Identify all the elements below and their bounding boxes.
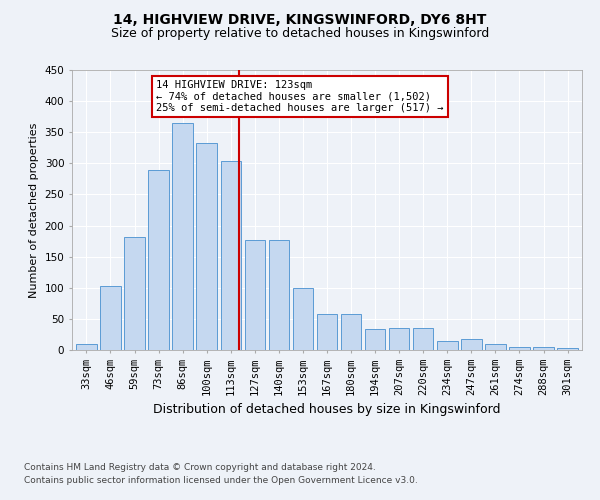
Bar <box>437 340 458 350</box>
Text: Contains HM Land Registry data © Crown copyright and database right 2024.: Contains HM Land Registry data © Crown c… <box>24 464 376 472</box>
Bar <box>389 328 409 350</box>
Bar <box>461 340 482 350</box>
Bar <box>365 330 385 350</box>
Text: Contains public sector information licensed under the Open Government Licence v3: Contains public sector information licen… <box>24 476 418 485</box>
Bar <box>341 314 361 350</box>
Bar <box>221 162 241 350</box>
Bar <box>245 240 265 350</box>
Bar <box>148 170 169 350</box>
Text: Size of property relative to detached houses in Kingswinford: Size of property relative to detached ho… <box>111 28 489 40</box>
Bar <box>269 240 289 350</box>
Bar <box>100 286 121 350</box>
Bar <box>509 347 530 350</box>
Bar <box>557 348 578 350</box>
Text: 14 HIGHVIEW DRIVE: 123sqm
← 74% of detached houses are smaller (1,502)
25% of se: 14 HIGHVIEW DRIVE: 123sqm ← 74% of detac… <box>156 80 443 113</box>
Bar <box>485 344 506 350</box>
Bar <box>317 314 337 350</box>
Bar <box>196 143 217 350</box>
Bar <box>124 237 145 350</box>
Text: Distribution of detached houses by size in Kingswinford: Distribution of detached houses by size … <box>153 402 501 415</box>
Y-axis label: Number of detached properties: Number of detached properties <box>29 122 39 298</box>
Bar <box>293 288 313 350</box>
Text: 14, HIGHVIEW DRIVE, KINGSWINFORD, DY6 8HT: 14, HIGHVIEW DRIVE, KINGSWINFORD, DY6 8H… <box>113 12 487 26</box>
Bar <box>76 344 97 350</box>
Bar <box>172 123 193 350</box>
Bar <box>533 347 554 350</box>
Bar <box>413 328 433 350</box>
